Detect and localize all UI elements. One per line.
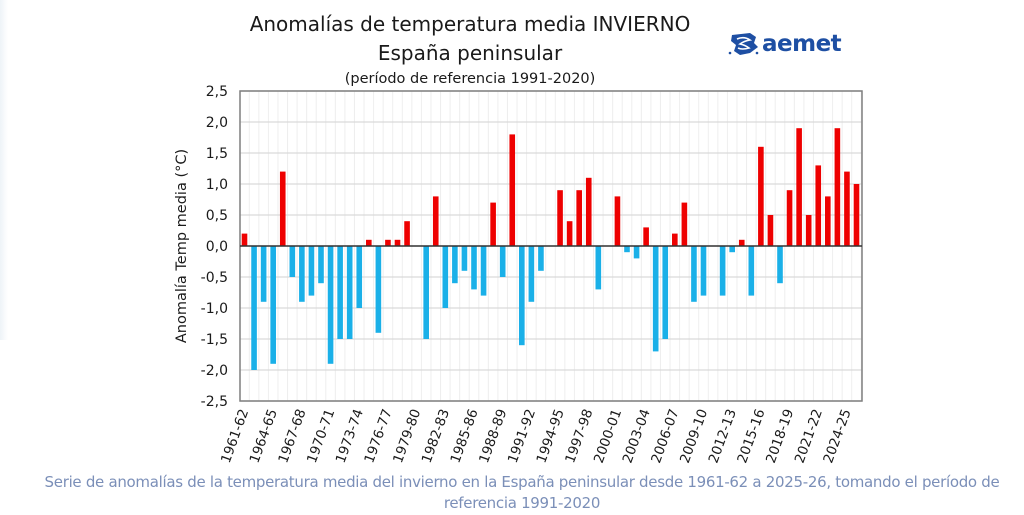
- bar-1961-62: [241, 233, 248, 246]
- bar-1975-76: [375, 246, 382, 333]
- y-tick-label: -2,0: [201, 363, 228, 379]
- bar-2024-25: [844, 171, 850, 246]
- bar-1976-77: [385, 239, 391, 246]
- bar-2016-17: [767, 215, 774, 246]
- bar-2002-03: [633, 246, 640, 259]
- bar-1965-66: [279, 171, 286, 246]
- bar-1992-93: [538, 246, 544, 271]
- bar-1994-95: [557, 190, 563, 246]
- y-tick-label: 0,5: [206, 208, 228, 224]
- y-tick-label: 1,5: [206, 146, 228, 162]
- bar-2025-26: [853, 184, 860, 246]
- bar-1972-73: [346, 246, 353, 339]
- bars: [241, 128, 860, 370]
- aemet-logo: aemet: [728, 30, 842, 58]
- bar-1996-97: [576, 190, 582, 246]
- bar-1967-68: [299, 246, 305, 302]
- bar-2011-12: [719, 246, 726, 296]
- bar-1971-72: [337, 246, 343, 339]
- bar-1963-64: [260, 246, 267, 302]
- bar-1987-88: [490, 202, 496, 246]
- bar-1981-82: [432, 196, 439, 246]
- bar-2017-18: [777, 246, 783, 284]
- y-tick-label: 2,5: [206, 84, 228, 100]
- bar-1978-79: [404, 221, 410, 246]
- bar-1985-86: [471, 246, 477, 290]
- bar-2015-16: [758, 146, 764, 246]
- bar-2013-14: [738, 239, 745, 246]
- y-axis-label: Anomalía Temp media (°C): [174, 149, 190, 343]
- bar-1980-81: [423, 246, 429, 339]
- bar-2023-24: [834, 128, 841, 246]
- bar-2012-13: [729, 246, 735, 253]
- y-tick-label: -0,5: [201, 270, 228, 286]
- aemet-iberia-logo-icon: [728, 33, 759, 55]
- left-edge-tint: [0, 0, 8, 340]
- bar-2020-21: [805, 215, 812, 246]
- bar-2004-05: [652, 246, 659, 352]
- bar-1995-96: [566, 221, 573, 246]
- bar-1990-91: [519, 246, 525, 346]
- chart-subtitle: España peninsular: [377, 41, 563, 65]
- bar-2018-19: [786, 190, 793, 246]
- figure-caption: Serie de anomalías de la temperatura med…: [44, 473, 1000, 512]
- bar-1998-99: [595, 246, 602, 290]
- y-tick-label: -2,5: [201, 394, 228, 410]
- bar-1997-98: [585, 177, 592, 246]
- bar-2006-07: [672, 233, 678, 246]
- bar-2009-10: [700, 246, 707, 296]
- bar-1988-89: [499, 246, 506, 277]
- bar-2007-08: [681, 202, 688, 246]
- bar-1973-74: [356, 246, 363, 308]
- y-tick-labels: 2,5 2,0 1,5 1,0 0,5 0,0 -0,5 -1,0 -1,5 -2,0 -2,5: [201, 84, 228, 410]
- bar-1986-87: [480, 246, 487, 296]
- bar-1964-65: [270, 246, 276, 364]
- y-tick-label: -1,5: [201, 332, 228, 348]
- bar-1969-70: [318, 246, 324, 284]
- bar-1968-69: [308, 246, 315, 296]
- aemet-logo-text: aemet: [762, 31, 842, 57]
- bar-2005-06: [662, 246, 669, 339]
- bar-2021-22: [815, 165, 822, 246]
- chart-title: Anomalías de temperatura media INVIERNO: [249, 12, 691, 36]
- bar-1970-71: [327, 246, 334, 364]
- bar-1983-84: [452, 246, 458, 284]
- bar-1962-63: [251, 246, 257, 370]
- x-tick-label: 2024-25: [820, 407, 854, 465]
- bar-1977-78: [394, 239, 401, 246]
- bar-2000-01: [614, 196, 621, 246]
- y-tick-label: -1,0: [201, 301, 228, 317]
- axes: [239, 90, 863, 402]
- bar-2019-20: [796, 128, 802, 246]
- bar-1982-83: [442, 246, 449, 308]
- bar-2003-04: [643, 227, 649, 246]
- x-tick-labels: 1961-621964-651967-681970-711973-741976-…: [218, 407, 855, 465]
- anomaly-bar-chart: 2,5 2,0 1,5 1,0 0,5 0,0 -0,5 -1,0 -1,5 -2,0 -2,5 1…: [174, 84, 863, 465]
- chart-reference-period: (período de referencia 1991-2020): [344, 71, 596, 87]
- bar-1984-85: [461, 246, 468, 271]
- bar-2014-15: [748, 246, 755, 296]
- bar-2022-23: [825, 196, 831, 246]
- bar-1974-75: [366, 239, 372, 246]
- y-tick-label: 0,0: [206, 239, 228, 255]
- y-tick-label: 1,0: [206, 177, 228, 193]
- bar-1966-67: [289, 246, 296, 277]
- bar-2008-09: [691, 246, 697, 302]
- bar-2001-02: [624, 246, 630, 253]
- bar-1989-90: [509, 134, 516, 246]
- bar-1991-92: [528, 246, 535, 302]
- y-tick-label: 2,0: [206, 115, 228, 131]
